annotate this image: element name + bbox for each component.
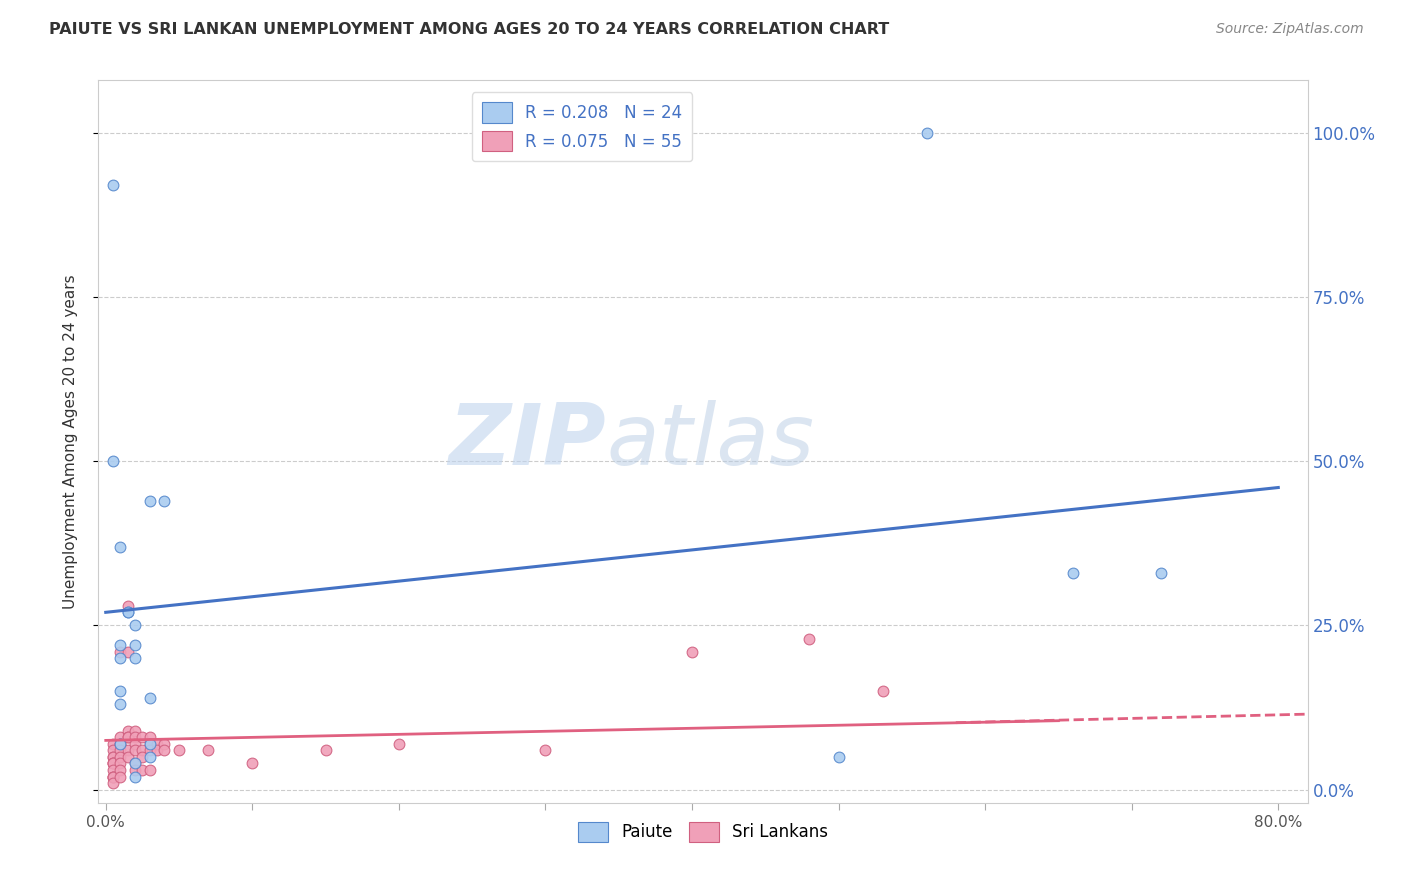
Point — [101, 770, 124, 784]
Point — [101, 749, 124, 764]
Point — [124, 723, 146, 738]
Point — [110, 684, 132, 698]
Point — [117, 749, 139, 764]
Point — [101, 454, 124, 468]
Point — [110, 743, 132, 757]
Point — [101, 756, 124, 771]
Point — [110, 756, 132, 771]
Point — [117, 730, 139, 744]
Point — [534, 743, 557, 757]
Point — [1150, 566, 1173, 580]
Y-axis label: Unemployment Among Ages 20 to 24 years: Unemployment Among Ages 20 to 24 years — [63, 274, 77, 609]
Point — [138, 493, 160, 508]
Point — [101, 776, 124, 790]
Point — [197, 743, 219, 757]
Point — [110, 730, 132, 744]
Text: atlas: atlas — [606, 400, 814, 483]
Point — [799, 632, 821, 646]
Point — [138, 763, 160, 777]
Point — [110, 770, 132, 784]
Point — [117, 605, 139, 619]
Point — [146, 737, 169, 751]
Point — [124, 737, 146, 751]
Point — [110, 638, 132, 652]
Point — [240, 756, 263, 771]
Point — [117, 723, 139, 738]
Point — [131, 743, 153, 757]
Text: Source: ZipAtlas.com: Source: ZipAtlas.com — [1216, 22, 1364, 37]
Point — [681, 645, 703, 659]
Point — [101, 178, 124, 193]
Point — [117, 599, 139, 613]
Point — [153, 493, 176, 508]
Point — [117, 605, 139, 619]
Point — [110, 737, 132, 751]
Point — [110, 763, 132, 777]
Point — [110, 749, 132, 764]
Point — [124, 756, 146, 771]
Point — [915, 126, 938, 140]
Point — [101, 770, 124, 784]
Point — [124, 756, 146, 771]
Point — [138, 749, 160, 764]
Point — [101, 743, 124, 757]
Point — [138, 730, 160, 744]
Point — [131, 749, 153, 764]
Point — [101, 763, 124, 777]
Point — [388, 737, 411, 751]
Point — [124, 618, 146, 632]
Point — [101, 737, 124, 751]
Point — [138, 737, 160, 751]
Point — [110, 645, 132, 659]
Point — [110, 651, 132, 665]
Point — [872, 684, 894, 698]
Point — [315, 743, 337, 757]
Point — [101, 749, 124, 764]
Point — [101, 770, 124, 784]
Point — [124, 763, 146, 777]
Point — [117, 730, 139, 744]
Point — [124, 651, 146, 665]
Point — [131, 730, 153, 744]
Point — [827, 749, 849, 764]
Point — [110, 540, 132, 554]
Point — [167, 743, 190, 757]
Point — [146, 743, 169, 757]
Point — [117, 645, 139, 659]
Point — [138, 743, 160, 757]
Point — [117, 743, 139, 757]
Text: PAIUTE VS SRI LANKAN UNEMPLOYMENT AMONG AGES 20 TO 24 YEARS CORRELATION CHART: PAIUTE VS SRI LANKAN UNEMPLOYMENT AMONG … — [49, 22, 890, 37]
Point — [101, 756, 124, 771]
Point — [1062, 566, 1084, 580]
Point — [138, 690, 160, 705]
Point — [110, 737, 132, 751]
Legend: Paiute, Sri Lankans: Paiute, Sri Lankans — [571, 815, 835, 848]
Point — [124, 743, 146, 757]
Point — [110, 698, 132, 712]
Text: ZIP: ZIP — [449, 400, 606, 483]
Point — [138, 737, 160, 751]
Point — [131, 763, 153, 777]
Point — [124, 730, 146, 744]
Point — [101, 756, 124, 771]
Point — [124, 638, 146, 652]
Point — [153, 743, 176, 757]
Point — [153, 737, 176, 751]
Point — [110, 737, 132, 751]
Point — [124, 770, 146, 784]
